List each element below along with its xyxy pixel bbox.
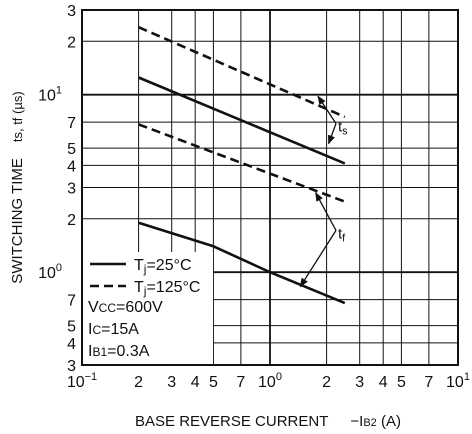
y-tick-minor: 7 — [67, 115, 76, 132]
series-line-ts-1 — [138, 26, 346, 119]
legend-label: Tj=25°C — [134, 257, 192, 276]
annotation-arrow-ts — [317, 95, 337, 124]
y-tick-minor: 4 — [67, 336, 76, 353]
x-axis-title: BASE REVERSE CURRENT −IB2 (A) — [135, 413, 401, 430]
legend-label: Tj=125°C — [134, 279, 200, 298]
y-tick-minor: 2 — [67, 212, 76, 229]
y-tick-minor: 3 — [67, 3, 76, 20]
x-tick-minor: 5 — [209, 374, 218, 391]
plot-frame — [81, 9, 459, 366]
y-tick-minor: 5 — [67, 319, 76, 336]
y-tick-minor: 5 — [67, 141, 76, 158]
y-tick-minor: 7 — [67, 293, 76, 310]
x-tick-minor: 7 — [424, 374, 433, 391]
y-tick-minor: 2 — [67, 34, 76, 51]
series-line-tf-3 — [138, 221, 346, 305]
condition-label: VCC=600V — [88, 299, 163, 316]
x-tick-minor: 4 — [379, 374, 388, 391]
x-tick-major: 10−1 — [67, 371, 97, 391]
annotation-arrow-ts — [327, 123, 337, 145]
x-tick-major: 100 — [258, 371, 282, 391]
y-tick-major: 101 — [38, 85, 62, 105]
y-tick-minor: 3 — [67, 181, 76, 198]
x-tick-minor: 3 — [167, 374, 176, 391]
x-tick-minor: 3 — [355, 374, 364, 391]
x-tick-minor: 2 — [322, 374, 331, 391]
annotation-arrow-tf — [315, 192, 337, 231]
legend-background — [83, 252, 213, 364]
y-tick-minor: 4 — [67, 158, 76, 175]
x-tick-minor: 4 — [191, 374, 200, 391]
y-tick-major: 100 — [38, 262, 62, 282]
x-tick-minor: 7 — [236, 374, 245, 391]
annotation-arrow-tf — [299, 230, 337, 288]
series-line-ts-0 — [138, 76, 346, 165]
series-line-tf-2 — [138, 123, 346, 203]
y-tick-minor: 3 — [67, 358, 76, 375]
annotation-label-tf: tf — [338, 225, 346, 244]
y-axis-title: SWITCHING TIMEts, tf (µs) — [9, 91, 26, 283]
condition-label: IC=15A — [88, 321, 139, 338]
annotations: ts tf — [299, 95, 348, 288]
x-tick-major: 101 — [446, 371, 470, 391]
condition-label: IB1=0.3A — [88, 343, 150, 360]
x-tick-minor: 5 — [397, 374, 406, 391]
annotation-label-ts: ts — [338, 119, 348, 138]
plot-lines — [138, 26, 346, 305]
x-tick-minor: 2 — [134, 374, 143, 391]
